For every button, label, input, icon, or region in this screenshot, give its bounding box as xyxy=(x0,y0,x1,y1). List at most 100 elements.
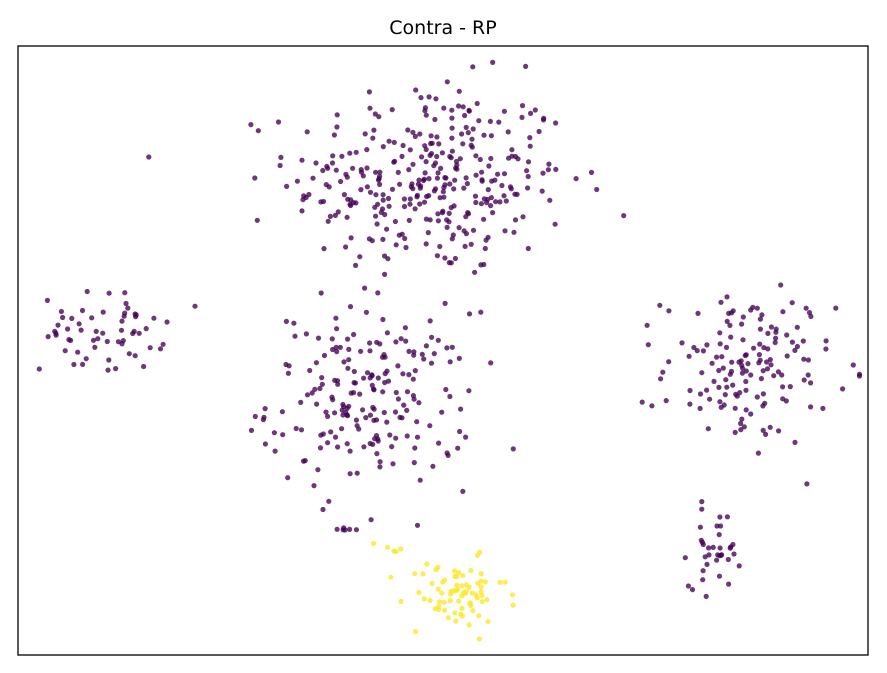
scatter-point-class-0 xyxy=(525,185,531,191)
scatter-point-class-0 xyxy=(527,135,533,141)
scatter-point-class-0 xyxy=(299,157,305,163)
scatter-point-class-0 xyxy=(71,361,77,368)
scatter-point-class-0 xyxy=(334,112,340,118)
scatter-point-class-0 xyxy=(767,424,773,430)
scatter-point-class-0 xyxy=(686,353,692,359)
scatter-point-class-0 xyxy=(473,199,479,206)
scatter-point-class-0 xyxy=(447,181,453,187)
scatter-point-class-0 xyxy=(393,242,399,248)
scatter-point-class-0 xyxy=(410,186,416,192)
scatter-point-class-0 xyxy=(451,203,457,209)
scatter-point-class-0 xyxy=(724,318,730,324)
scatter-point-class-0 xyxy=(833,305,839,311)
scatter-point-class-0 xyxy=(706,545,712,551)
scatter-point-class-1 xyxy=(442,607,448,613)
scatter-point-class-0 xyxy=(372,111,378,117)
scatter-point-class-0 xyxy=(573,176,579,182)
scatter-point-class-0 xyxy=(423,112,429,118)
scatter-point-class-0 xyxy=(358,348,364,354)
scatter-point-class-0 xyxy=(719,552,725,558)
scatter-point-class-1 xyxy=(416,589,422,596)
scatter-point-class-0 xyxy=(732,405,738,411)
scatter-point-class-1 xyxy=(459,593,465,599)
scatter-point-class-0 xyxy=(323,409,329,415)
scatter-point-class-0 xyxy=(100,309,106,315)
scatter-point-class-0 xyxy=(540,117,547,123)
scatter-point-class-0 xyxy=(434,153,440,160)
scatter-point-class-0 xyxy=(547,197,553,203)
scatter-point-class-0 xyxy=(261,414,267,420)
scatter-point-class-0 xyxy=(439,409,445,415)
scatter-point-class-0 xyxy=(294,178,300,184)
scatter-point-class-0 xyxy=(772,339,778,346)
scatter-point-class-0 xyxy=(714,354,720,360)
scatter-point-class-1 xyxy=(456,598,462,604)
scatter-point-class-0 xyxy=(313,360,319,366)
scatter-point-class-0 xyxy=(727,322,733,328)
scatter-point-class-0 xyxy=(738,427,744,433)
scatter-point-class-0 xyxy=(800,338,806,344)
scatter-point-class-0 xyxy=(679,340,685,346)
scatter-point-class-0 xyxy=(493,199,499,205)
scatter-point-class-0 xyxy=(457,156,463,162)
scatter-point-class-0 xyxy=(666,359,672,365)
scatter-point-class-1 xyxy=(476,613,482,619)
scatter-point-class-0 xyxy=(444,79,450,85)
scatter-point-class-0 xyxy=(449,125,455,131)
scatter-point-class-0 xyxy=(840,386,846,392)
scatter-point-class-0 xyxy=(446,210,452,216)
scatter-point-class-0 xyxy=(458,406,464,412)
scatter-point-class-0 xyxy=(339,153,345,159)
scatter-point-class-0 xyxy=(320,198,327,205)
scatter-point-class-0 xyxy=(784,353,790,359)
scatter-point-class-0 xyxy=(328,429,334,435)
scatter-point-class-0 xyxy=(805,372,811,378)
scatter-point-class-0 xyxy=(404,389,411,395)
scatter-point-class-0 xyxy=(463,434,469,440)
scatter-point-class-0 xyxy=(710,544,716,551)
scatter-point-class-0 xyxy=(351,331,357,338)
scatter-point-class-0 xyxy=(707,396,713,402)
scatter-point-class-0 xyxy=(286,363,292,369)
scatter-point-class-0 xyxy=(525,173,531,180)
scatter-point-class-0 xyxy=(346,346,352,352)
scatter-point-class-0 xyxy=(436,141,442,147)
scatter-point-class-0 xyxy=(496,119,502,125)
scatter-point-class-0 xyxy=(431,163,437,169)
scatter-point-class-0 xyxy=(479,178,485,184)
scatter-point-class-0 xyxy=(291,320,297,326)
scatter-point-class-0 xyxy=(478,309,484,315)
scatter-point-class-0 xyxy=(444,345,450,351)
scatter-point-class-1 xyxy=(459,613,465,619)
scatter-point-class-0 xyxy=(441,194,447,200)
scatter-point-class-0 xyxy=(757,316,764,322)
scatter-point-class-0 xyxy=(105,367,111,373)
scatter-point-class-0 xyxy=(401,203,408,210)
scatter-point-class-0 xyxy=(440,189,446,195)
scatter-point-class-0 xyxy=(422,143,428,149)
scatter-point-class-0 xyxy=(460,141,466,147)
scatter-point-class-0 xyxy=(447,393,453,400)
scatter-point-class-0 xyxy=(723,377,729,383)
scatter-point-class-0 xyxy=(334,124,340,130)
scatter-point-class-0 xyxy=(387,432,393,438)
scatter-point-class-0 xyxy=(313,160,319,166)
scatter-point-class-0 xyxy=(449,107,455,113)
scatter-point-class-0 xyxy=(311,483,317,489)
scatter-point-class-1 xyxy=(448,591,454,597)
scatter-point-class-0 xyxy=(743,368,749,374)
scatter-point-class-1 xyxy=(482,579,488,585)
scatter-point-class-0 xyxy=(820,405,826,411)
scatter-point-class-0 xyxy=(277,162,283,169)
scatter-point-class-0 xyxy=(456,225,462,231)
scatter-point-class-0 xyxy=(317,445,324,451)
scatter-point-class-0 xyxy=(856,373,863,379)
scatter-point-class-0 xyxy=(384,419,390,425)
scatter-point-class-0 xyxy=(461,228,467,234)
scatter-point-class-0 xyxy=(351,368,357,375)
scatter-point-class-0 xyxy=(344,441,350,447)
scatter-point-class-0 xyxy=(464,181,470,187)
scatter-point-class-0 xyxy=(736,563,742,569)
scatter-point-class-0 xyxy=(704,342,710,348)
scatter-point-class-0 xyxy=(718,523,724,529)
